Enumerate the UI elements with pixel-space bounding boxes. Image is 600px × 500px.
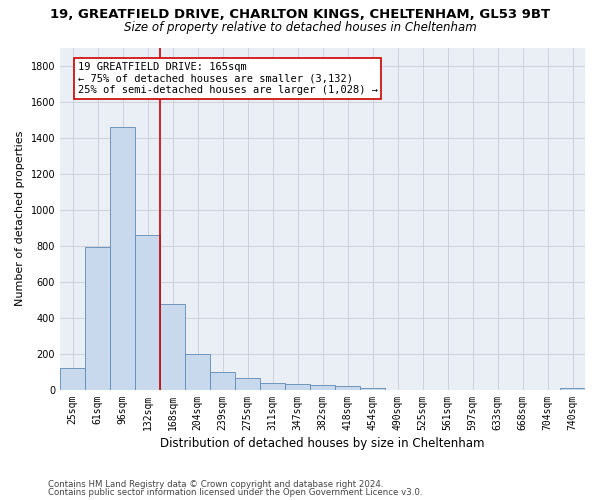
Text: Contains HM Land Registry data © Crown copyright and database right 2024.: Contains HM Land Registry data © Crown c… — [48, 480, 383, 489]
Bar — [310, 384, 335, 390]
Bar — [560, 388, 585, 390]
Bar — [285, 384, 310, 390]
Bar — [85, 246, 110, 390]
Bar — [335, 386, 360, 390]
Bar — [260, 382, 285, 390]
Text: Size of property relative to detached houses in Cheltenham: Size of property relative to detached ho… — [124, 21, 476, 34]
Text: 19, GREATFIELD DRIVE, CHARLTON KINGS, CHELTENHAM, GL53 9BT: 19, GREATFIELD DRIVE, CHARLTON KINGS, CH… — [50, 8, 550, 20]
Y-axis label: Number of detached properties: Number of detached properties — [15, 131, 25, 306]
X-axis label: Distribution of detached houses by size in Cheltenham: Distribution of detached houses by size … — [160, 437, 485, 450]
Bar — [60, 368, 85, 390]
Bar — [185, 354, 210, 390]
Bar — [160, 304, 185, 390]
Text: 19 GREATFIELD DRIVE: 165sqm
← 75% of detached houses are smaller (3,132)
25% of : 19 GREATFIELD DRIVE: 165sqm ← 75% of det… — [77, 62, 377, 95]
Bar — [235, 378, 260, 390]
Text: Contains public sector information licensed under the Open Government Licence v3: Contains public sector information licen… — [48, 488, 422, 497]
Bar — [135, 235, 160, 390]
Bar — [110, 127, 135, 390]
Bar — [210, 372, 235, 390]
Bar — [360, 388, 385, 390]
